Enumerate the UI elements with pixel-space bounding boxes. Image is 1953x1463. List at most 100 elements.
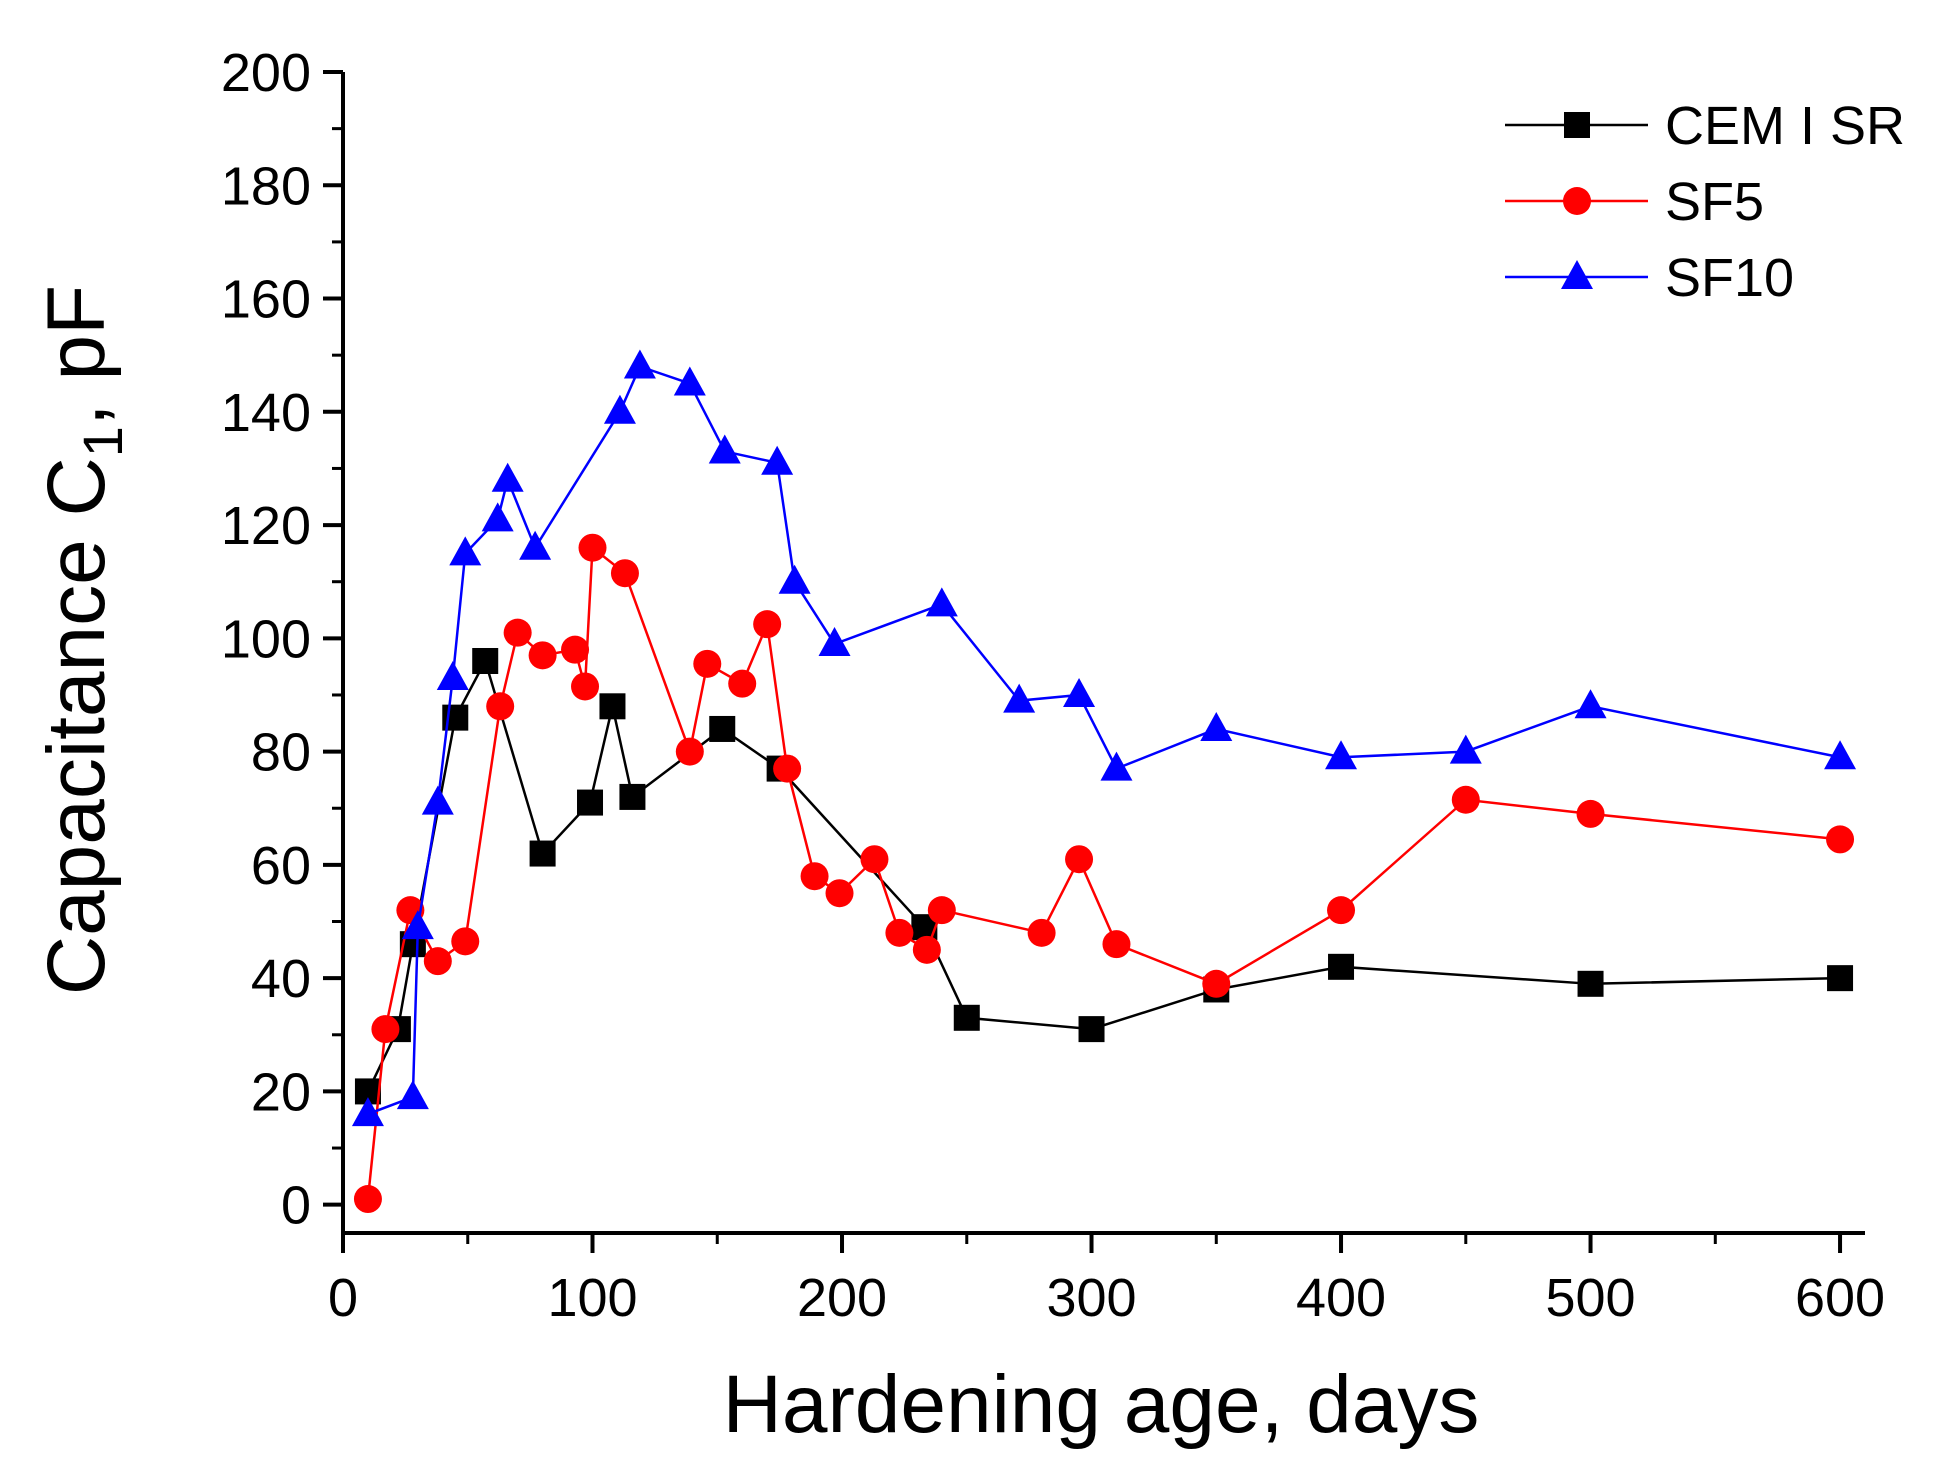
data-point-2-20 bbox=[1200, 711, 1233, 741]
data-point-1-22 bbox=[927, 896, 956, 925]
data-point-2-7 bbox=[491, 462, 524, 492]
y-tick-label: 40 bbox=[251, 949, 311, 1009]
data-point-2-14 bbox=[778, 564, 811, 594]
data-point-2-24 bbox=[1824, 740, 1857, 770]
series-layer bbox=[351, 349, 1857, 1214]
y-axis-title-unit: , pF bbox=[31, 285, 122, 426]
data-point-1-17 bbox=[800, 862, 829, 891]
data-point-0-16 bbox=[1577, 970, 1604, 997]
data-point-2-0 bbox=[351, 1097, 384, 1127]
y-axis-title: Capacitance C1, pF bbox=[31, 285, 134, 995]
data-point-1-23 bbox=[1027, 918, 1056, 947]
data-point-1-15 bbox=[753, 610, 782, 639]
y-tick-label: 60 bbox=[251, 836, 311, 896]
y-tick-label: 20 bbox=[251, 1062, 311, 1122]
y-axis-title-subscript: 1 bbox=[71, 426, 134, 457]
y-tick-label: 120 bbox=[221, 496, 311, 556]
y-tick-label: 80 bbox=[251, 723, 311, 783]
legend-item-1: SF5 bbox=[1505, 172, 1764, 232]
data-point-1-10 bbox=[578, 533, 607, 562]
x-tick-label: 600 bbox=[1795, 1268, 1885, 1328]
data-point-0-12 bbox=[953, 1004, 980, 1031]
legend-marker-1 bbox=[1563, 187, 1591, 215]
data-point-1-11 bbox=[610, 559, 639, 588]
data-point-2-17 bbox=[1003, 683, 1036, 713]
x-tick-label: 500 bbox=[1545, 1268, 1635, 1328]
data-point-0-13 bbox=[1078, 1016, 1105, 1043]
legend: CEM I SR SF5 SF10 bbox=[1505, 96, 1905, 308]
data-point-1-4 bbox=[451, 927, 480, 956]
legend-item-2: SF10 bbox=[1505, 248, 1794, 308]
x-tick-label: 0 bbox=[328, 1268, 358, 1328]
series-line-0 bbox=[366, 657, 1841, 1092]
data-point-0-15 bbox=[1328, 953, 1355, 980]
data-point-1-24 bbox=[1065, 845, 1094, 874]
data-point-1-16 bbox=[773, 754, 802, 783]
y-tick-label: 180 bbox=[221, 156, 311, 216]
data-point-1-30 bbox=[1826, 825, 1855, 854]
y-tick-label: 100 bbox=[221, 609, 311, 669]
series-line-1 bbox=[366, 545, 1841, 1200]
data-point-1-6 bbox=[503, 618, 532, 647]
data-point-1-27 bbox=[1327, 896, 1356, 925]
data-point-1-8 bbox=[561, 635, 590, 664]
data-point-0-7 bbox=[599, 693, 626, 720]
data-point-1-19 bbox=[860, 845, 889, 874]
x-tick-label: 400 bbox=[1296, 1268, 1386, 1328]
data-point-2-2 bbox=[401, 910, 434, 940]
data-point-2-6 bbox=[481, 502, 514, 532]
data-point-1-5 bbox=[486, 692, 515, 721]
data-point-0-8 bbox=[619, 783, 646, 810]
data-point-1-18 bbox=[825, 879, 854, 908]
data-point-1-28 bbox=[1451, 785, 1480, 814]
x-tick-label: 300 bbox=[1046, 1268, 1136, 1328]
data-point-1-14 bbox=[728, 669, 757, 698]
legend-marker-2 bbox=[1561, 260, 1593, 289]
legend-marker-0 bbox=[1564, 112, 1590, 138]
legend-item-0: CEM I SR bbox=[1505, 96, 1905, 156]
axes: 0 100 200 300 400 500 600 0 20 40 60 80 100 120 140 160… bbox=[221, 43, 1885, 1328]
x-axis-title: Hardening age, days bbox=[723, 1359, 1480, 1450]
data-point-2-1 bbox=[396, 1080, 429, 1110]
data-point-2-9 bbox=[603, 394, 636, 424]
data-point-1-12 bbox=[675, 737, 704, 766]
data-point-0-6 bbox=[577, 789, 604, 816]
data-point-0-4 bbox=[472, 647, 499, 674]
data-point-2-23 bbox=[1574, 689, 1607, 719]
data-point-1-7 bbox=[528, 641, 557, 670]
data-point-1-29 bbox=[1576, 799, 1605, 828]
series-0 bbox=[354, 647, 1854, 1105]
data-point-0-9 bbox=[709, 715, 736, 742]
data-point-2-4 bbox=[436, 660, 469, 690]
y-axis-title-main: Capacitance C bbox=[31, 457, 122, 995]
data-point-2-10 bbox=[623, 349, 656, 379]
data-point-1-25 bbox=[1102, 930, 1131, 959]
data-point-2-21 bbox=[1325, 740, 1358, 770]
data-point-2-22 bbox=[1449, 734, 1482, 764]
data-point-2-3 bbox=[421, 785, 454, 815]
data-point-1-9 bbox=[571, 672, 600, 701]
x-tick-label: 100 bbox=[547, 1268, 637, 1328]
series-line-2 bbox=[367, 364, 1841, 1116]
data-point-1-13 bbox=[693, 649, 722, 678]
data-point-1-1 bbox=[371, 1015, 400, 1044]
legend-label-2: SF10 bbox=[1665, 248, 1794, 308]
data-point-2-8 bbox=[519, 530, 552, 560]
y-tick-label: 0 bbox=[281, 1176, 311, 1236]
legend-label-1: SF5 bbox=[1665, 172, 1764, 232]
data-point-1-26 bbox=[1202, 969, 1231, 998]
data-point-2-5 bbox=[449, 536, 482, 566]
series-1 bbox=[353, 533, 1855, 1214]
data-point-2-15 bbox=[818, 627, 851, 657]
data-point-2-13 bbox=[761, 445, 794, 475]
y-tick-label: 140 bbox=[221, 383, 311, 443]
data-point-2-16 bbox=[925, 587, 958, 617]
data-point-1-20 bbox=[885, 918, 914, 947]
y-tick-label: 200 bbox=[221, 43, 311, 103]
data-point-0-5 bbox=[529, 840, 556, 867]
data-point-2-12 bbox=[708, 434, 741, 464]
data-point-1-3 bbox=[423, 947, 452, 976]
data-point-0-17 bbox=[1827, 965, 1854, 992]
data-point-1-21 bbox=[912, 935, 941, 964]
